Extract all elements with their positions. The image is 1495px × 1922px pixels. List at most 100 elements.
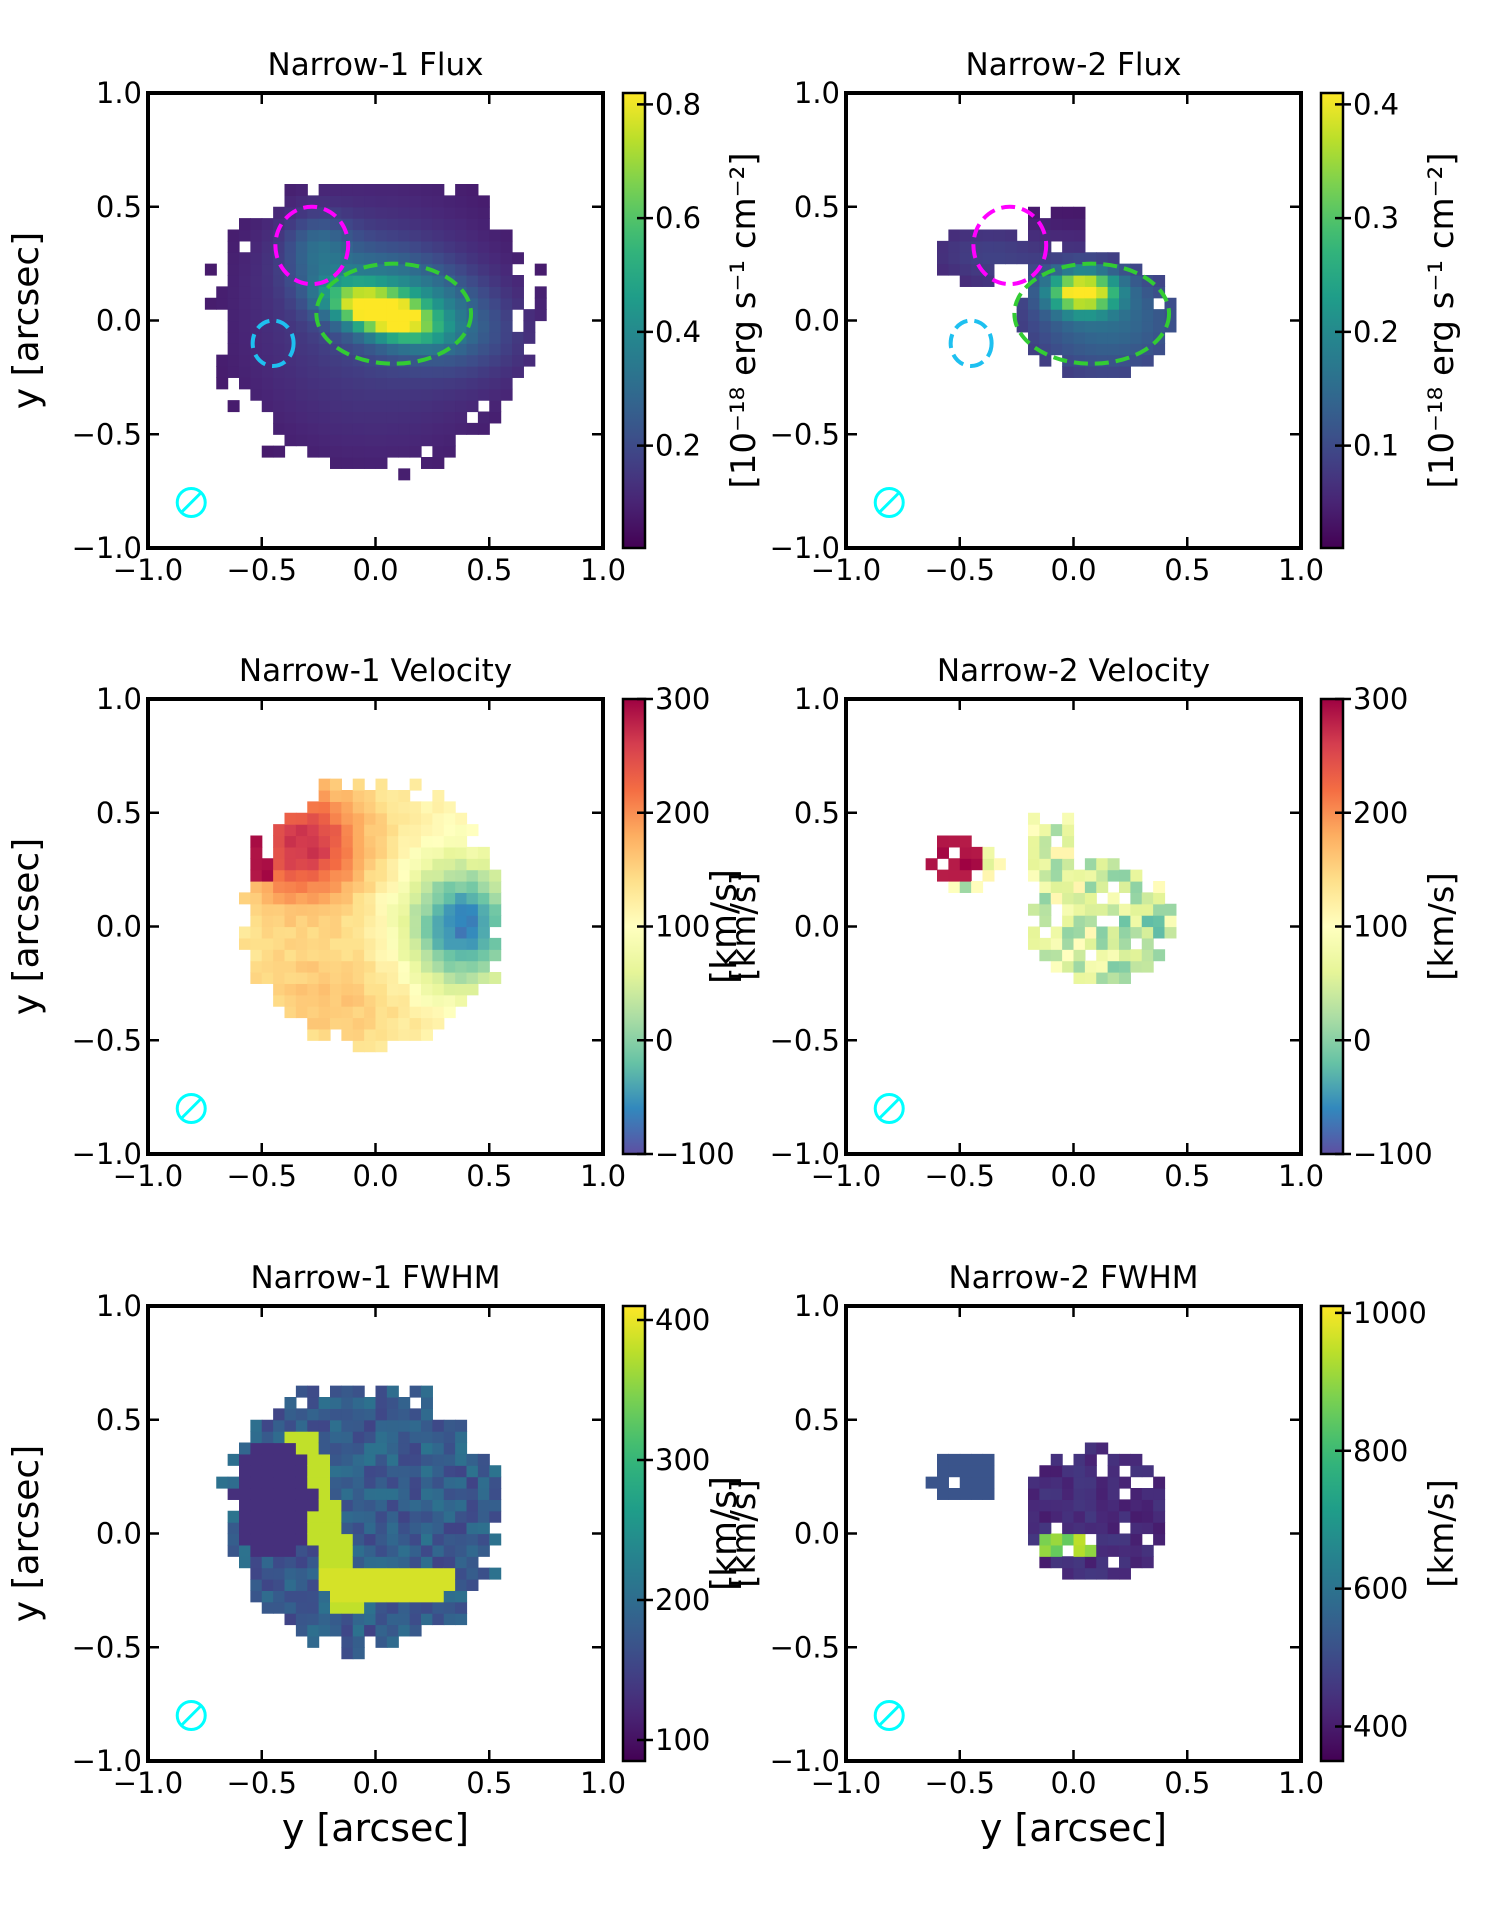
heatmap-cell — [432, 972, 445, 984]
heatmap-cell — [455, 1431, 468, 1444]
heatmap-cell — [386, 331, 399, 344]
heatmap-cell — [295, 343, 308, 356]
heatmap-cell — [398, 892, 411, 905]
heatmap-cell — [364, 801, 377, 814]
heatmap-cell — [386, 1567, 399, 1580]
heatmap-cell — [466, 881, 479, 893]
heatmap-cell — [341, 1533, 354, 1546]
heatmap-cell — [1062, 252, 1075, 265]
heatmap-cell — [386, 983, 399, 996]
heatmap-cell — [318, 1028, 331, 1041]
heatmap-cell — [375, 1040, 388, 1053]
y-tick-label: −1.0 — [72, 1137, 142, 1171]
heatmap-cell — [409, 400, 422, 413]
heatmap-cell — [364, 422, 377, 435]
heatmap-cell — [341, 195, 354, 208]
heatmap-cell — [330, 1579, 342, 1591]
heatmap-cell — [352, 812, 365, 825]
heatmap-cell — [1153, 903, 1166, 916]
heatmap-cell — [227, 320, 240, 333]
heatmap-cell — [1073, 343, 1086, 356]
heatmap-cell — [1119, 1544, 1131, 1557]
heatmap-cell — [375, 275, 388, 287]
heatmap-cell — [421, 824, 433, 837]
heatmap-cell — [421, 903, 433, 916]
heatmap-cell — [386, 263, 399, 276]
heatmap-cell — [409, 206, 422, 219]
heatmap-cell — [250, 388, 263, 401]
heatmap-cell — [443, 286, 456, 299]
heatmap-cell — [432, 1579, 445, 1591]
heatmap-cell — [466, 263, 479, 276]
heatmap-cell — [398, 343, 411, 356]
heatmap-cell — [1107, 275, 1120, 287]
heatmap-cell — [971, 1453, 984, 1466]
heatmap-cell — [1073, 218, 1086, 231]
heatmap-cell — [284, 411, 297, 424]
heatmap-cell — [1028, 297, 1040, 310]
heatmap-cell — [455, 275, 468, 287]
heatmap-cell — [512, 366, 524, 378]
colorbar-tick-label: −100 — [1353, 1137, 1433, 1171]
heatmap-cell — [432, 445, 445, 458]
heatmap-cell — [284, 263, 297, 276]
y-tick-label: 0.0 — [794, 910, 840, 944]
heatmap-cell — [455, 846, 468, 859]
heatmap-cell — [284, 903, 297, 916]
heatmap-cell — [1119, 297, 1131, 310]
heatmap-cell — [318, 343, 331, 356]
heatmap-cell — [1039, 1488, 1052, 1500]
heatmap-cell — [500, 354, 513, 367]
heatmap-cell — [1084, 354, 1097, 367]
heatmap-cell — [1062, 218, 1075, 231]
heatmap-cell — [421, 869, 433, 882]
heatmap-cell — [307, 388, 320, 401]
heatmap-cell — [330, 434, 342, 447]
heatmap-cell — [273, 388, 286, 401]
heatmap-cell — [239, 297, 251, 310]
heatmap-cell — [937, 240, 949, 253]
heatmap-cell — [421, 1533, 433, 1546]
y-tick-label: −1.0 — [72, 531, 142, 565]
heatmap-cell — [284, 422, 297, 435]
heatmap-cell — [239, 1488, 251, 1500]
heatmap-cell — [295, 1499, 308, 1512]
heatmap-cell — [432, 229, 445, 242]
heatmap-cell — [1096, 297, 1109, 310]
heatmap-cell — [364, 206, 377, 219]
colorbar-tick-label: 0.1 — [1353, 429, 1399, 463]
panel-title: Narrow-2 FWHM — [948, 1260, 1198, 1296]
heatmap-cell — [1119, 320, 1131, 333]
beam-hatch — [879, 1098, 900, 1119]
heatmap-cell — [330, 286, 342, 299]
heatmap-cell — [386, 812, 399, 825]
heatmap-cell — [307, 1613, 320, 1626]
heatmap-cell — [295, 1419, 308, 1432]
heatmap-cell — [432, 263, 445, 276]
heatmap-cell — [455, 824, 468, 837]
heatmap-cell — [239, 926, 251, 939]
heatmap-cell — [307, 869, 320, 882]
heatmap-cell — [273, 411, 286, 424]
heatmap-cell — [239, 252, 251, 265]
heatmap-cell — [352, 790, 365, 802]
heatmap-cell — [261, 1533, 274, 1546]
heatmap-cell — [284, 229, 297, 242]
heatmap-cell — [307, 252, 320, 265]
heatmap-cell — [341, 869, 354, 882]
heatmap-cell — [500, 263, 513, 276]
heatmap-cell — [443, 411, 456, 424]
heatmap-cell — [352, 195, 365, 208]
heatmap-cell — [477, 1476, 490, 1489]
heatmap-cell — [341, 1442, 354, 1455]
heatmap-cell — [421, 229, 433, 242]
heatmap-cell — [432, 835, 445, 848]
heatmap-cell — [352, 411, 365, 424]
heatmap-cell — [318, 1533, 331, 1546]
colorbar-tick-label: −100 — [655, 1137, 735, 1171]
heatmap-cell — [261, 240, 274, 253]
y-tick-label: 0.0 — [96, 910, 142, 944]
heatmap-cell — [284, 1499, 297, 1512]
heatmap-cell — [443, 1431, 456, 1444]
heatmap-cell — [1141, 1522, 1154, 1535]
